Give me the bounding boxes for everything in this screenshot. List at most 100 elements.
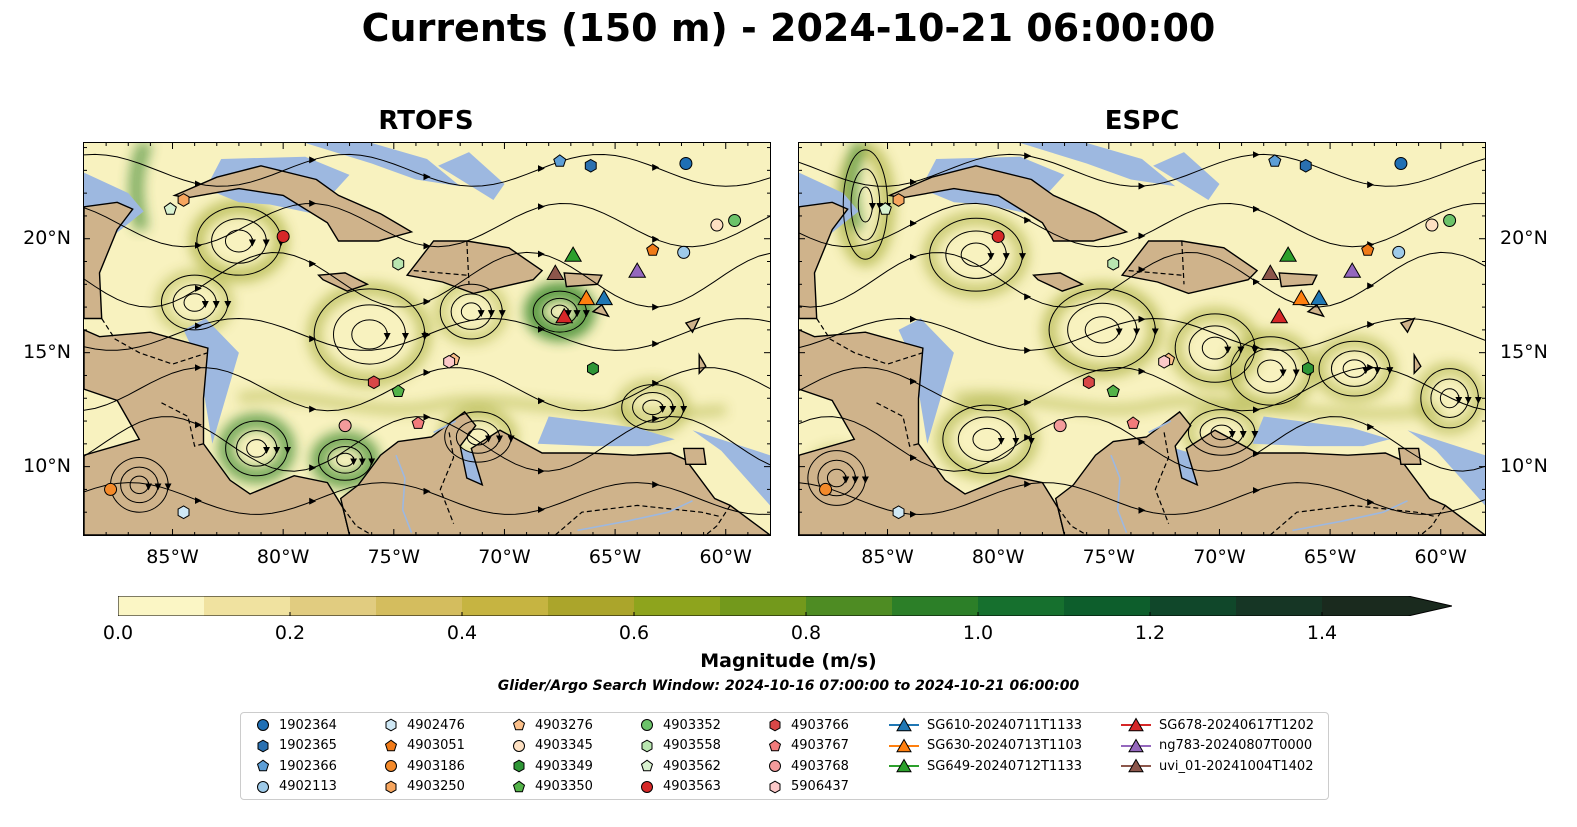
marker-sg630-20240713t1103: [577, 289, 596, 306]
legend-marker: [385, 780, 397, 793]
colorbar-tick-label: 0.6: [618, 622, 650, 644]
map-canvas: [799, 143, 1485, 535]
legend-item: ng783-20240807T0000: [1121, 736, 1312, 756]
y-tick-label: 20°N: [1500, 226, 1548, 249]
legend-item: 4903349: [511, 756, 593, 776]
colorbar-segment: [1236, 596, 1323, 616]
triangle-marker-icon: [1121, 737, 1151, 752]
marker-sg630-20240713t1103: [1292, 289, 1311, 306]
marker-1902365: [584, 158, 597, 173]
hexagon-marker-icon: [513, 759, 525, 773]
hexagon-marker-icon: [257, 739, 269, 752]
marker-4903766: [367, 375, 380, 390]
marker-4903349: [587, 361, 599, 376]
marker-4903562: [163, 202, 177, 215]
colorbar-segment: [1064, 596, 1151, 616]
circle-marker-icon: [385, 760, 397, 772]
pentagon-marker-icon: [768, 739, 782, 751]
legend-label: 1902366: [279, 758, 337, 774]
legend-item: 4903767: [767, 736, 849, 756]
triangle-marker-icon: [889, 758, 919, 773]
marker-4903768: [338, 419, 352, 433]
marker-4903558: [1107, 256, 1120, 271]
marker-4903563: [991, 229, 1005, 243]
legend-label: 4903768: [791, 758, 849, 774]
hexagon-marker-icon: [769, 718, 781, 732]
legend-label: SG610-20240711T1133: [927, 717, 1083, 733]
pentagon-marker-icon: [512, 718, 526, 731]
legend-marker: [384, 739, 398, 751]
pentagon-marker-icon: [256, 759, 270, 772]
legend-label: 4903352: [663, 717, 721, 733]
colorbar-tick-label: 1.2: [1134, 622, 1166, 644]
legend-item: 4903352: [639, 715, 721, 735]
legend-label: 4903766: [791, 717, 849, 733]
marker-4902476: [177, 505, 190, 520]
legend-item: 4903276: [511, 715, 593, 735]
colorbar: [118, 596, 1452, 616]
legend-label: 4903349: [535, 758, 593, 774]
marker-4903051: [1361, 243, 1375, 256]
marker-4903767: [1126, 416, 1140, 429]
x-tick-label: 60°W: [1414, 546, 1467, 568]
legend-marker: [641, 719, 653, 731]
circle-marker-icon: [513, 739, 525, 752]
legend-label: 1902364: [279, 717, 337, 733]
legend-item: 5906437: [767, 777, 849, 797]
circle-marker-icon: [769, 760, 781, 772]
marker-4903051: [646, 243, 660, 256]
circle-marker-icon: [641, 780, 653, 793]
legend-label: SG649-20240712T1133: [927, 758, 1083, 774]
marker-4903350: [1106, 384, 1120, 397]
marker-4903352: [1443, 213, 1457, 227]
marker-sg649-20240712t1133: [564, 246, 583, 262]
marker-4903563: [276, 229, 290, 243]
legend-item: 1902366: [255, 756, 337, 776]
marker-1902366: [553, 154, 567, 167]
legend-marker: [257, 739, 269, 752]
colorbar-segment: [806, 596, 893, 616]
legend-item: 4903766: [767, 715, 849, 735]
x-tick-label: 75°W: [1082, 546, 1136, 568]
y-tick-label: 10°N: [23, 454, 71, 477]
marker-uvi_01-20241004t1402: [546, 264, 565, 280]
legend-marker: [768, 739, 782, 751]
marker-1902366: [1268, 154, 1282, 167]
map-canvas: [84, 143, 770, 535]
legend-marker: [769, 718, 781, 732]
marker-5906437: [443, 354, 456, 369]
marker-4903250: [892, 193, 905, 207]
legend-item: SG678-20240617T1202: [1121, 715, 1314, 735]
legend-label: 1902365: [279, 738, 337, 753]
legend-item: 4903345: [511, 736, 593, 756]
legend-item: 4903186: [383, 756, 465, 776]
legend-marker: [256, 759, 270, 772]
legend-marker: [641, 739, 653, 752]
marker-ng783-20240807t0000: [1343, 262, 1362, 278]
legend: 1902364 1902365 1902366 4902113 4902476 49030…: [240, 712, 1329, 800]
marker-4903345: [710, 218, 724, 232]
legend-item: 4903250: [383, 777, 465, 797]
platform-markers: [104, 154, 742, 520]
search-window-caption: Glider/Argo Search Window: 2024-10-16 07…: [497, 678, 1080, 694]
marker-4903768: [1053, 419, 1067, 433]
marker-sg649-20240712t1133: [1279, 246, 1298, 262]
legend-label: 4903276: [535, 717, 593, 733]
marker-ng783-20240807t0000: [628, 262, 647, 278]
x-tick-label: 60°W: [699, 546, 752, 568]
legend-marker: [512, 718, 526, 731]
legend-marker: [769, 760, 781, 772]
x-tick-label: 80°W: [971, 546, 1025, 568]
legend-item: 4903562: [639, 756, 721, 776]
colorbar-segment: [1150, 596, 1237, 616]
x-tick-label: 80°W: [256, 546, 310, 568]
x-tick-label: 85°W: [146, 546, 199, 568]
legend-label: 4903051: [407, 738, 465, 753]
marker-sg678-20240617t1202: [1270, 307, 1289, 324]
marker-4903558: [392, 256, 405, 271]
legend-marker: [1128, 758, 1144, 773]
colorbar-segment: [462, 596, 549, 616]
colorbar-segment: [290, 596, 377, 616]
legend-item: SG630-20240713T1103: [889, 736, 1082, 756]
marker-4903349: [1302, 361, 1314, 376]
